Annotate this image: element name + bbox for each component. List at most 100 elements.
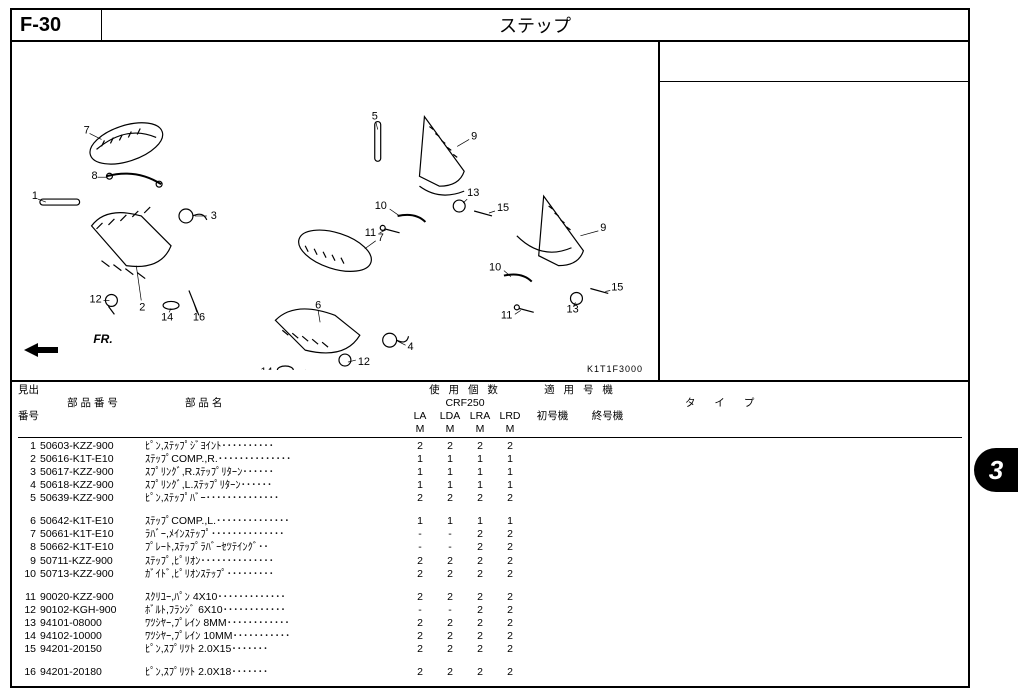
ref-no: 10 [18,568,40,581]
ref-no: 15 [18,643,40,656]
hdr-partname: 部 品 名 [145,397,405,410]
part-desc: ｽﾃｯﾌﾟ,ﾋﾟﾘｵﾝ･･････････････ [145,555,405,568]
qty-cell: 2 [405,568,435,581]
table-row: 1190020-KZZ-900ｽｸﾘﾕｰ,ﾊﾟﾝ 4X10･･･････････… [18,591,962,604]
part-number: 90020-KZZ-900 [40,591,145,604]
qty-cell: 2 [435,643,465,656]
qty-cell: - [435,541,465,554]
part-number: 50639-KZZ-900 [40,492,145,505]
part-desc: ｽﾌﾟﾘﾝｸﾞ,L.ｽﾃｯﾌﾟﾘﾀｰﾝ･･････ [145,479,405,492]
svg-text:14: 14 [260,366,272,370]
qty-cell: 1 [405,466,435,479]
hdr-s1: M [435,423,465,436]
part-desc: ﾋﾟﾝ,ｽﾌﾟﾘﾂﾄ 2.0X15･･･････ [145,643,405,656]
qty-cell: 1 [495,479,525,492]
svg-text:1: 1 [32,190,38,202]
qty-cell: 1 [405,515,435,528]
hdr-model: CRF250 [405,397,525,410]
qty-cell: 1 [465,479,495,492]
part-number: 94201-20180 [40,666,145,679]
svg-text:3: 3 [211,210,217,222]
svg-text:4: 4 [408,341,414,353]
hdr-end: 終号機 [580,410,635,423]
table-row: 1050713-KZZ-900ｶﾞｲﾄﾞ,ﾋﾟﾘｵﾝｽﾃｯﾌﾟ･････････… [18,568,962,581]
svg-text:10: 10 [489,262,501,274]
page-title: ステップ [102,12,968,38]
qty-cell: 1 [495,466,525,479]
qty-cell: 2 [405,591,435,604]
qty-cell: 2 [435,492,465,505]
qty-cell: - [405,528,435,541]
part-number: 50662-K1T-E10 [40,541,145,554]
table-row: 1594201-20150ﾋﾟﾝ,ｽﾌﾟﾘﾂﾄ 2.0X15･･･････222… [18,643,962,656]
qty-cell: 2 [435,591,465,604]
hdr-v1: LDA [435,410,465,423]
svg-text:11: 11 [501,309,512,321]
qty-cell: 2 [465,492,495,505]
qty-cell: 2 [495,555,525,568]
qty-cell: 2 [435,630,465,643]
part-number: 50711-KZZ-900 [40,555,145,568]
qty-cell: 1 [405,479,435,492]
table-row: 350617-KZZ-900ｽﾌﾟﾘﾝｸﾞ,R.ｽﾃｯﾌﾟﾘﾀｰﾝ･･････1… [18,466,962,479]
diagram-side-panel [658,42,968,380]
ref-no: 9 [18,555,40,568]
qty-cell: 2 [495,643,525,656]
qty-cell: 1 [435,453,465,466]
diagram-code: K1T1F3000 [587,364,643,374]
svg-text:7: 7 [378,232,384,244]
part-desc: ｶﾞｲﾄﾞ,ﾋﾟﾘｵﾝｽﾃｯﾌﾟ･････････ [145,568,405,581]
parts-page: F-30 ステップ [10,8,970,688]
table-row: 550639-KZZ-900ﾋﾟﾝ,ｽﾃｯﾌﾟﾊﾞｰ･･････････････… [18,492,962,505]
table-row: 1494102-10000ﾜﾂｼﾔｰ,ﾌﾟﾚｲﾝ 10MM･･･････････… [18,630,962,643]
part-desc: ﾌﾟﾚｰﾄ,ｽﾃｯﾌﾟﾗﾊﾞｰｾﾂﾃｲﾝｸﾞ･･ [145,541,405,554]
exploded-diagram: 1 2 3 4 5 6 7 7 8 9 9 10 10 11 11 12 12 [12,42,658,380]
qty-cell: 2 [435,568,465,581]
part-number: 50713-KZZ-900 [40,568,145,581]
table-row: 750661-K1T-E10ﾗﾊﾞｰ,ﾒｲﾝｽﾃｯﾌﾟ･････････････… [18,528,962,541]
hdr-v2: LRA [465,410,495,423]
svg-text:7: 7 [84,124,90,136]
part-desc: ｽﾌﾟﾘﾝｸﾞ,R.ｽﾃｯﾌﾟﾘﾀｰﾝ･･････ [145,466,405,479]
hdr-start: 初号機 [525,410,580,423]
svg-text:13: 13 [467,187,479,199]
table-row: 950711-KZZ-900ｽﾃｯﾌﾟ,ﾋﾟﾘｵﾝ･･････････････2… [18,555,962,568]
part-desc: ﾋﾟﾝ,ｽﾃｯﾌﾟﾊﾞｰ･･････････････ [145,492,405,505]
table-row: 650642-K1T-E10ｽﾃｯﾌﾟCOMP.,L.･････････････… [18,515,962,528]
table-row: 1694201-20180ﾋﾟﾝ,ｽﾌﾟﾘﾂﾄ 2.0X18･･･････222… [18,666,962,679]
part-number: 94101-08000 [40,617,145,630]
qty-cell: 2 [405,492,435,505]
qty-cell: 2 [465,591,495,604]
table-row: 1290102-KGH-900ﾎﾞﾙﾄ,ﾌﾗﾝｼﾞ 6X10･･････････… [18,604,962,617]
qty-cell: 2 [435,617,465,630]
qty-cell: 1 [405,453,435,466]
table-row: 850662-K1T-E10ﾌﾟﾚｰﾄ,ｽﾃｯﾌﾟﾗﾊﾞｰｾﾂﾃｲﾝｸﾞ･･--… [18,541,962,554]
side-panel-top [660,42,968,82]
qty-cell: 2 [495,604,525,617]
qty-cell: 2 [435,666,465,679]
hdr-partno: 部 品 番 号 [40,397,145,410]
svg-text:9: 9 [600,222,606,234]
hdr-v0: LA [405,410,435,423]
ref-no: 1 [18,440,40,453]
part-number: 94102-10000 [40,630,145,643]
qty-cell: - [405,541,435,554]
qty-cell: 1 [465,466,495,479]
qty-cell: 1 [495,453,525,466]
part-number: 50618-KZZ-900 [40,479,145,492]
qty-cell: 1 [435,466,465,479]
qty-cell: 2 [465,528,495,541]
qty-cell: 2 [465,541,495,554]
part-desc: ﾗﾊﾞｰ,ﾒｲﾝｽﾃｯﾌﾟ･･････････････ [145,528,405,541]
part-desc: ﾋﾟﾝ,ｽﾃｯﾌﾟｼﾞﾖｲﾝﾄ･･････････ [145,440,405,453]
ref-no: 5 [18,492,40,505]
svg-text:15: 15 [611,281,623,293]
qty-cell: 1 [495,515,525,528]
qty-cell: 1 [465,515,495,528]
fr-direction-label: FR. [24,341,97,362]
hdr-apply: 適 用 号 機 [525,384,635,397]
qty-cell: 2 [405,555,435,568]
hdr-s3: M [495,423,525,436]
ref-no: 16 [18,666,40,679]
qty-cell: - [435,604,465,617]
